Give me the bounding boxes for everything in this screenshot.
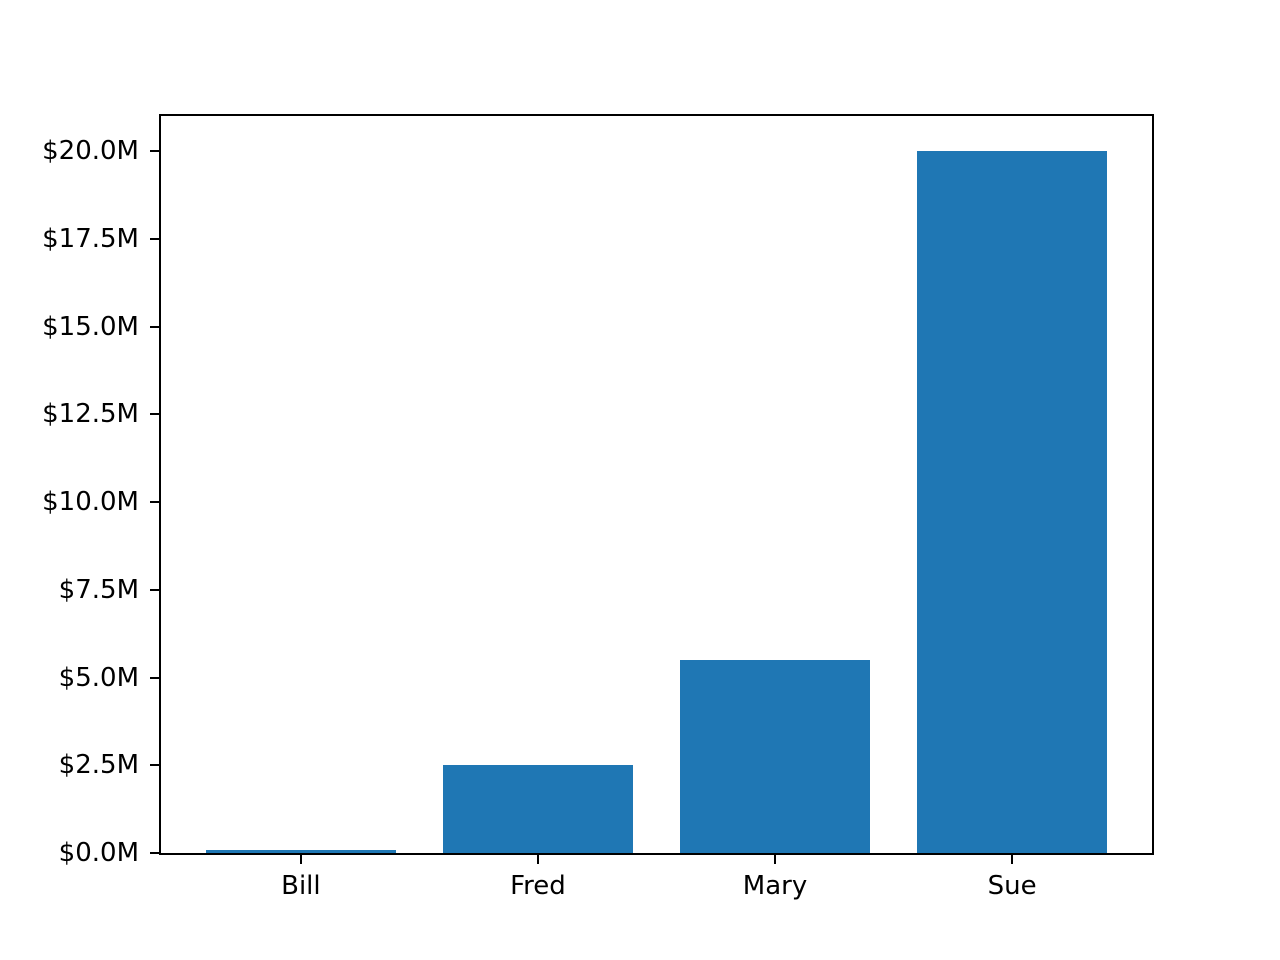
x-axis-tick-mark (299, 855, 302, 864)
y-axis-tick-label: $20.0M (42, 136, 139, 167)
x-axis-tick-label: Fred (510, 871, 566, 901)
y-axis-tick-mark (150, 150, 159, 153)
bar-mary (680, 659, 870, 853)
y-axis-tick-mark (150, 413, 159, 416)
x-axis-tick-mark (1011, 855, 1014, 864)
x-axis-tick-mark (536, 855, 539, 864)
y-axis-tick-mark (150, 237, 159, 240)
y-axis-tick-label: $2.5M (58, 750, 139, 781)
y-axis-tick-mark (150, 676, 159, 679)
x-axis-tick-mark (774, 855, 777, 864)
x-axis-tick-label: Sue (987, 871, 1037, 901)
y-axis-tick-label: $15.0M (42, 311, 139, 342)
bar-bill (206, 849, 396, 853)
plot-area: $0.0M $2.5M $5.0M $7.5M $10.0M $12.5M $15.0M $1… (42, 114, 1154, 901)
y-axis-tick-label: $5.0M (58, 662, 139, 693)
bar-fred (443, 765, 633, 853)
y-axis-tick-label: $12.5M (42, 399, 139, 430)
y-axis-tick-mark (150, 501, 159, 504)
y-axis-tick-mark (150, 852, 159, 854)
bar-sue (917, 151, 1107, 853)
y-axis-tick-label: $0.0M (58, 838, 139, 868)
y-axis-tick-mark (150, 588, 159, 591)
y-axis-tick-mark (150, 325, 159, 328)
x-axis-tick-label: Bill (281, 871, 321, 901)
y-axis-tick-label: $7.5M (58, 574, 139, 605)
y-axis-tick-mark (150, 764, 159, 767)
y-axis-tick-label: $17.5M (42, 223, 139, 254)
y-axis-tick-label: $10.0M (42, 487, 139, 518)
x-axis-tick-label: Mary (742, 871, 808, 901)
